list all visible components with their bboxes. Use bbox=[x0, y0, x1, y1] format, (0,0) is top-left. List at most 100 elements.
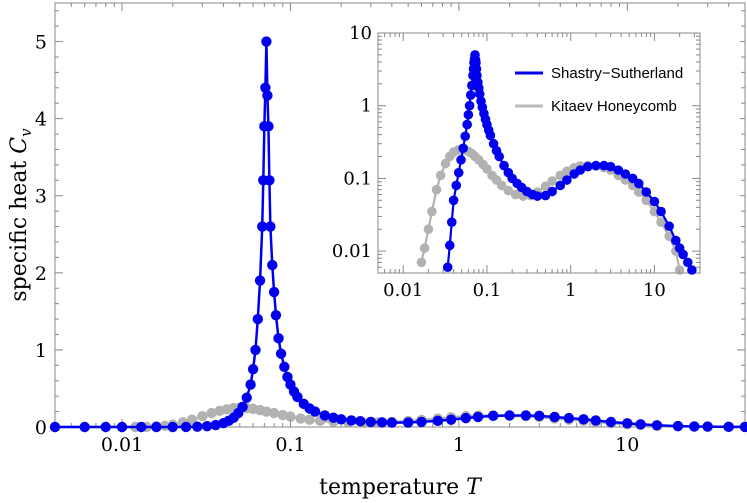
data-point bbox=[582, 161, 593, 172]
data-point bbox=[136, 421, 147, 433]
data-point bbox=[247, 363, 259, 375]
data-point bbox=[416, 257, 427, 268]
data-point bbox=[445, 414, 457, 425]
data-point bbox=[292, 391, 303, 403]
data-point bbox=[605, 416, 617, 428]
data-point bbox=[460, 412, 472, 424]
data-point bbox=[641, 195, 652, 206]
data-point bbox=[547, 176, 557, 186]
data-point bbox=[151, 421, 162, 433]
data-point bbox=[427, 206, 437, 217]
data-point bbox=[590, 415, 601, 426]
x-tick-label: 0.1 bbox=[275, 434, 305, 456]
data-point bbox=[116, 421, 128, 433]
data-point bbox=[463, 109, 474, 120]
data-point bbox=[534, 410, 545, 422]
data-point bbox=[739, 421, 747, 433]
y-tick-label: 0 bbox=[35, 417, 47, 439]
x-tick-label: 10 bbox=[615, 434, 639, 456]
data-point bbox=[613, 165, 624, 175]
data-point bbox=[263, 121, 274, 132]
x-tick-label: 0.01 bbox=[101, 434, 143, 456]
main-x-axis: 0.01 0.1 1 10 bbox=[70, 3, 730, 456]
data-point bbox=[723, 421, 734, 433]
data-point bbox=[633, 178, 644, 189]
inset-x-tick-label: 10 bbox=[643, 280, 666, 301]
data-point bbox=[485, 130, 496, 141]
data-point bbox=[237, 401, 248, 413]
data-point bbox=[261, 36, 272, 47]
data-point bbox=[649, 206, 660, 217]
inset-series-layer bbox=[416, 50, 697, 275]
data-point bbox=[245, 379, 256, 390]
data-point bbox=[432, 415, 444, 427]
data-point bbox=[270, 310, 282, 321]
inset-plot-frame bbox=[377, 32, 701, 274]
data-point bbox=[453, 167, 464, 178]
data-point bbox=[540, 181, 551, 192]
data-point bbox=[435, 170, 446, 181]
data-point bbox=[656, 217, 666, 227]
data-point bbox=[277, 409, 288, 421]
data-point bbox=[591, 160, 601, 171]
data-point bbox=[376, 417, 388, 428]
data-point bbox=[682, 257, 693, 268]
data-point bbox=[562, 175, 572, 185]
main-y-axis-title: specific heat Cv bbox=[7, 128, 35, 302]
data-point bbox=[689, 421, 700, 432]
data-point bbox=[180, 421, 192, 433]
y-tick-label: 3 bbox=[35, 186, 47, 208]
legend-label: Shastry−Sutherland bbox=[551, 65, 683, 82]
data-point bbox=[262, 90, 273, 101]
inset-y-tick-label: 1 bbox=[361, 96, 372, 117]
inset-x-tick-label: 0.1 bbox=[473, 280, 502, 301]
data-point bbox=[488, 410, 499, 422]
data-point bbox=[674, 265, 685, 275]
data-point bbox=[261, 406, 272, 417]
data-point bbox=[268, 407, 280, 419]
inset-y-tick-label: 0.01 bbox=[332, 241, 372, 262]
data-point bbox=[678, 249, 688, 260]
x-tick-label: 1 bbox=[453, 434, 465, 456]
data-point bbox=[482, 164, 492, 174]
data-point bbox=[250, 344, 261, 356]
data-point bbox=[192, 421, 203, 432]
data-point bbox=[651, 420, 663, 431]
data-point bbox=[702, 421, 713, 432]
data-point bbox=[656, 206, 666, 217]
inset-plot: 0.01 0.1 1 10 0.01 0.1 1 10 Shastry−Sutherland… bbox=[332, 23, 740, 301]
main-series-shastry-sutherland bbox=[49, 36, 747, 433]
data-point bbox=[578, 414, 589, 425]
data-point bbox=[275, 348, 287, 359]
data-point bbox=[279, 361, 290, 373]
data-point bbox=[503, 185, 514, 196]
data-point bbox=[504, 410, 515, 421]
data-point bbox=[355, 416, 366, 427]
data-point bbox=[464, 100, 475, 111]
data-point bbox=[532, 191, 543, 201]
data-point bbox=[386, 417, 398, 428]
data-point bbox=[268, 286, 280, 298]
main-series-layer bbox=[49, 36, 747, 433]
data-point bbox=[346, 415, 357, 426]
data-point bbox=[431, 184, 442, 195]
data-point bbox=[547, 186, 557, 197]
legend-label: Kitaev Honeycomb bbox=[551, 98, 677, 115]
data-point bbox=[79, 421, 90, 433]
data-point bbox=[499, 160, 509, 171]
data-point bbox=[510, 189, 521, 200]
data-point bbox=[446, 217, 457, 227]
data-point bbox=[445, 240, 455, 251]
y-tick-label: 4 bbox=[35, 109, 47, 131]
data-point bbox=[100, 421, 111, 433]
y-tick-label: 2 bbox=[35, 263, 47, 285]
data-point bbox=[458, 143, 468, 154]
inset-x-axis: 0.01 0.1 1 10 bbox=[383, 33, 695, 301]
data-point bbox=[465, 90, 476, 100]
data-point bbox=[671, 235, 681, 246]
data-point bbox=[620, 169, 631, 179]
data-point bbox=[309, 406, 321, 417]
data-point bbox=[304, 414, 315, 425]
data-point bbox=[264, 175, 275, 186]
